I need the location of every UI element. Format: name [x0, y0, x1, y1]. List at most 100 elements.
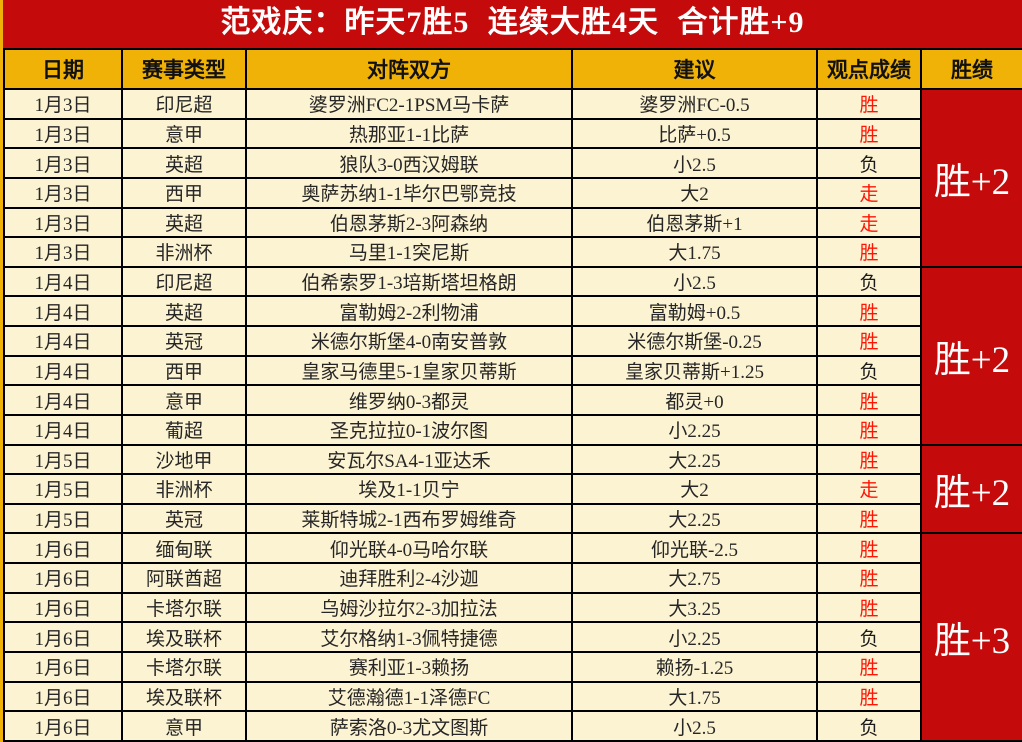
date-cell: 1月3日: [3, 176, 123, 209]
result-cell: 胜: [816, 532, 922, 564]
match-cell: 乌姆沙拉尔2-3加拉法: [245, 591, 573, 624]
table-row: 1月3日 英超 狼队3-0西汉姆联 小2.5 负: [3, 147, 1022, 179]
league-cell: 缅甸联: [121, 532, 247, 564]
date-cell: 1月4日: [3, 295, 123, 327]
date-cell: 1月4日: [3, 325, 123, 357]
table-row: 1月6日 埃及联杯 艾德瀚德1-1泽德FC 大1.75 胜: [3, 680, 1022, 713]
table-row: 1月4日 葡超 圣克拉拉0-1波尔图 小2.25 胜: [3, 413, 1022, 446]
league-cell: 英冠: [121, 325, 247, 357]
result-cell: 胜: [816, 384, 922, 416]
match-cell: 马里1-1突尼斯: [245, 236, 573, 268]
table-row: 1月4日 英超 富勒姆2-2利物浦 富勒姆+0.5 胜: [3, 295, 1022, 327]
match-cell: 迪拜胜利2-4沙迦: [245, 562, 573, 594]
table-row: 1月6日 埃及联杯 艾尔格纳1-3佩特捷德 小2.25 负: [3, 621, 1022, 653]
table-row: 1月4日 印尼超 伯希索罗1-3培斯塔坦格朗 小2.5 负胜+2: [3, 265, 1022, 446]
suggestion-cell: 米德尔斯堡-0.25: [571, 325, 818, 357]
result-cell: 胜: [816, 117, 922, 150]
match-cell: 狼队3-0西汉姆联: [245, 147, 573, 179]
result-cell: 胜: [816, 680, 922, 713]
table-row: 1月3日 非洲杯 马里1-1突尼斯 大1.75 胜: [3, 236, 1022, 268]
date-cell: 1月6日: [3, 680, 123, 713]
result-cell: 胜: [816, 650, 922, 683]
table-row: 1月6日 意甲 萨索洛0-3尤文图斯 小2.5 负: [3, 710, 1022, 742]
result-cell: 胜: [816, 443, 922, 476]
league-cell: 阿联酋超: [121, 562, 247, 594]
result-cell: 负: [816, 265, 922, 298]
league-cell: 葡超: [121, 413, 247, 446]
result-cell: 胜: [816, 502, 922, 535]
result-cell: 走: [816, 176, 922, 209]
result-cell: 走: [816, 206, 922, 239]
suggestion-cell: 大2.25: [571, 443, 818, 476]
match-cell: 仰光联4-0马哈尔联: [245, 532, 573, 564]
table-row: 1月6日 卡塔尔联 赛利亚1-3赖扬 赖扬-1.25 胜: [3, 650, 1022, 683]
header-league: 赛事类型: [121, 48, 247, 90]
suggestion-cell: 小2.5: [571, 147, 818, 179]
date-cell: 1月6日: [3, 650, 123, 683]
date-cell: 1月6日: [3, 621, 123, 653]
match-cell: 富勒姆2-2利物浦: [245, 295, 573, 327]
date-cell: 1月4日: [3, 354, 123, 387]
result-cell: 胜: [816, 562, 922, 594]
result-cell: 负: [816, 147, 922, 179]
date-cell: 1月3日: [3, 236, 123, 268]
streak-cell: 胜+2: [920, 443, 1022, 535]
header-streak: 胜绩: [920, 48, 1022, 90]
table-row: 1月6日 缅甸联 仰光联4-0马哈尔联 仰光联-2.5 胜胜+3: [3, 532, 1022, 742]
suggestion-cell: 比萨+0.5: [571, 117, 818, 150]
table-row: 1月6日 卡塔尔联 乌姆沙拉尔2-3加拉法 大3.25 胜: [3, 591, 1022, 624]
suggestion-cell: 婆罗洲FC-0.5: [571, 88, 818, 120]
match-cell: 莱斯特城2-1西布罗姆维奇: [245, 502, 573, 535]
result-cell: 负: [816, 710, 922, 742]
date-cell: 1月6日: [3, 562, 123, 594]
date-cell: 1月5日: [3, 443, 123, 476]
streak-cell: 胜+2: [920, 88, 1022, 268]
result-cell: 胜: [816, 591, 922, 624]
suggestion-cell: 小2.5: [571, 710, 818, 742]
date-cell: 1月3日: [3, 206, 123, 239]
league-cell: 意甲: [121, 384, 247, 416]
suggestion-cell: 大2: [571, 176, 818, 209]
match-cell: 萨索洛0-3尤文图斯: [245, 710, 573, 742]
match-cell: 艾德瀚德1-1泽德FC: [245, 680, 573, 713]
table-row: 1月4日 意甲 维罗纳0-3都灵 都灵+0 胜: [3, 384, 1022, 416]
suggestion-cell: 大3.25: [571, 591, 818, 624]
suggestion-cell: 赖扬-1.25: [571, 650, 818, 683]
date-cell: 1月4日: [3, 413, 123, 446]
result-cell: 走: [816, 473, 922, 505]
results-table: 日期 赛事类型 对阵双方 建议 观点成绩 胜绩 1月3日 印尼超 婆罗洲FC2-1P…: [3, 48, 1022, 742]
suggestion-cell: 都灵+0: [571, 384, 818, 416]
league-cell: 非洲杯: [121, 473, 247, 505]
match-cell: 赛利亚1-3赖扬: [245, 650, 573, 683]
date-cell: 1月6日: [3, 591, 123, 624]
result-cell: 胜: [816, 295, 922, 327]
match-cell: 伯恩茅斯2-3阿森纳: [245, 206, 573, 239]
table-row: 1月3日 英超 伯恩茅斯2-3阿森纳 伯恩茅斯+1 走: [3, 206, 1022, 239]
result-cell: 胜: [816, 88, 922, 120]
page-title: 范戏庆：昨天7胜5 连续大胜4天 合计胜+9: [3, 0, 1022, 48]
suggestion-cell: 伯恩茅斯+1: [571, 206, 818, 239]
result-cell: 负: [816, 354, 922, 387]
match-cell: 艾尔格纳1-3佩特捷德: [245, 621, 573, 653]
league-cell: 印尼超: [121, 88, 247, 120]
result-cell: 负: [816, 621, 922, 653]
match-cell: 奥萨苏纳1-1毕尔巴鄂竞技: [245, 176, 573, 209]
result-cell: 胜: [816, 413, 922, 446]
header-suggestion: 建议: [571, 48, 818, 90]
suggestion-cell: 大2.75: [571, 562, 818, 594]
league-cell: 埃及联杯: [121, 621, 247, 653]
match-cell: 热那亚1-1比萨: [245, 117, 573, 150]
date-cell: 1月4日: [3, 384, 123, 416]
suggestion-cell: 小2.5: [571, 265, 818, 298]
suggestion-cell: 富勒姆+0.5: [571, 295, 818, 327]
match-cell: 维罗纳0-3都灵: [245, 384, 573, 416]
league-cell: 英超: [121, 147, 247, 179]
streak-cell: 胜+3: [920, 532, 1022, 742]
league-cell: 意甲: [121, 117, 247, 150]
match-cell: 伯希索罗1-3培斯塔坦格朗: [245, 265, 573, 298]
date-cell: 1月3日: [3, 147, 123, 179]
date-cell: 1月5日: [3, 502, 123, 535]
result-cell: 胜: [816, 236, 922, 268]
table-row: 1月5日 沙地甲 安瓦尔SA4-1亚达禾 大2.25 胜胜+2: [3, 443, 1022, 535]
